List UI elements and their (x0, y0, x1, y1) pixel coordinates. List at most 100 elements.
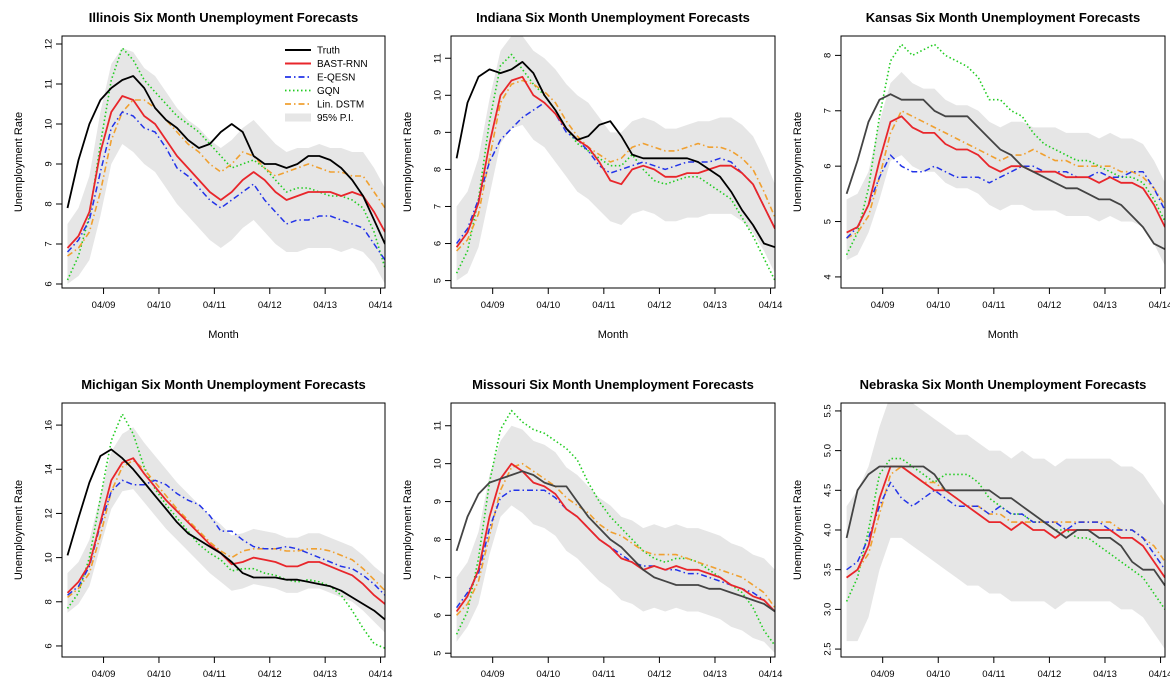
y-tick-label: 4 (823, 274, 834, 279)
x-tick-label: 04/11 (592, 669, 615, 680)
y-axis-label: Unemployment Rate (402, 112, 414, 212)
series-truth-line (455, 61, 775, 249)
plot-frame (840, 35, 1166, 289)
legend-label: BAST-RNN (317, 59, 368, 70)
x-tick-label: 04/13 (1093, 669, 1117, 680)
panel-4: Missouri Six Month Unemployment Forecast… (402, 377, 782, 680)
y-tick-label: 7 (44, 241, 55, 246)
pi-band (846, 403, 1165, 650)
y-tick-label: 16 (44, 420, 55, 431)
legend-label: E-QESN (317, 73, 355, 84)
series-truth-line (66, 448, 385, 621)
y-tick-label: 8 (433, 537, 444, 542)
y-tick-label: 3.0 (823, 603, 834, 616)
plot-frame (450, 35, 776, 289)
x-tick-label: 04/14 (1149, 669, 1170, 680)
x-tick-label: 04/10 (926, 669, 950, 680)
y-tick-label: 6 (44, 281, 55, 286)
plot-area (845, 43, 1165, 266)
y-tick-label: 11 (433, 421, 444, 431)
plot-area (66, 413, 385, 649)
x-tick-label: 04/09 (92, 669, 116, 680)
series-truth-line (845, 465, 1165, 587)
series-bast-rnn-line (455, 75, 775, 248)
panel-2: Kansas Six Month Unemployment Forecasts 0… (792, 10, 1170, 341)
x-tick-label: 04/12 (258, 300, 282, 311)
panel-title: Nebraska Six Month Unemployment Forecast… (860, 377, 1147, 392)
y-tick-label: 10 (433, 458, 444, 469)
x-tick-label: 04/11 (592, 300, 615, 311)
x-tick-label: 04/13 (1093, 300, 1117, 311)
series-gqn-line (845, 43, 1165, 256)
x-tick-label: 04/12 (648, 300, 672, 311)
y-tick-label: 6 (44, 643, 55, 648)
y-tick-label: 7 (433, 204, 444, 209)
y-tick-label: 8 (44, 201, 55, 206)
x-tick-label: 04/11 (982, 669, 1005, 680)
x-tick-label: 04/11 (203, 669, 226, 680)
y-tick-label: 10 (433, 90, 444, 101)
series-gqn-line (66, 47, 385, 281)
y-tick-label: 11 (44, 79, 55, 89)
series-bast-rnn-line (846, 115, 1165, 234)
y-tick-label: 11 (433, 53, 444, 63)
x-tick-label: 04/12 (1038, 300, 1062, 311)
plot-frame (450, 402, 776, 658)
pi-band (456, 425, 775, 654)
series-gqn-line (845, 457, 1165, 610)
y-tick-label: 5.5 (823, 404, 834, 417)
series-lin-dstm-line (846, 465, 1165, 579)
panel-title: Illinois Six Month Unemployment Forecast… (89, 10, 358, 25)
legend: Truth BAST-RNN E-QESN GQN Lin. DSTM 95% P.I. (285, 46, 368, 124)
y-tick-label: 8 (44, 599, 55, 604)
y-tick-label: 4.5 (823, 484, 834, 497)
y-axis-label: Unemployment Rate (402, 480, 414, 580)
x-tick-label: 04/14 (369, 300, 393, 311)
x-tick-label: 04/10 (536, 300, 560, 311)
plot-area (455, 36, 775, 281)
y-tick-label: 5 (823, 219, 834, 224)
panel-3: Michigan Six Month Unemployment Forecast… (13, 377, 392, 680)
y-axis-label: Unemployment Rate (792, 112, 804, 212)
x-axis-label: Month (988, 329, 1019, 341)
y-tick-label: 6 (433, 613, 444, 618)
x-tick-label: 04/11 (203, 300, 226, 311)
x-tick-label: 04/09 (92, 300, 116, 311)
y-tick-label: 5.0 (823, 444, 834, 457)
x-tick-label: 04/12 (258, 669, 282, 680)
series-truth-line (845, 93, 1165, 251)
panel-title: Kansas Six Month Unemployment Forecasts (866, 10, 1141, 25)
legend-label: Lin. DSTM (317, 100, 364, 111)
y-tick-label: 6 (433, 241, 444, 246)
y-tick-label: 2.5 (823, 642, 834, 655)
y-tick-label: 7 (433, 575, 444, 580)
plot-frame (61, 35, 386, 289)
y-tick-label: 3.5 (823, 563, 834, 576)
y-tick-label: 5 (433, 278, 444, 283)
legend-label: GQN (317, 86, 340, 97)
x-tick-label: 04/09 (871, 300, 895, 311)
x-tick-label: 04/13 (703, 300, 727, 311)
legend-label: 95% P.I. (317, 113, 354, 124)
series-lin-dstm-line (66, 459, 385, 599)
x-tick-label: 04/14 (1149, 300, 1170, 311)
y-tick-label: 12 (44, 39, 55, 50)
series-truth-line (455, 470, 775, 613)
series-gqn-line (455, 53, 775, 281)
y-tick-label: 8 (823, 53, 834, 58)
plot-area (455, 409, 775, 654)
series-e-qesn-line (455, 101, 775, 244)
x-tick-label: 04/10 (536, 669, 560, 680)
y-tick-label: 5 (433, 651, 444, 656)
panel-5: Nebraska Six Month Unemployment Forecast… (792, 377, 1170, 680)
series-e-qesn-line (66, 111, 385, 261)
plot-area (845, 403, 1165, 650)
x-tick-label: 04/13 (313, 669, 337, 680)
y-axis-label: Unemployment Rate (792, 480, 804, 580)
x-tick-label: 04/09 (481, 300, 505, 311)
y-axis-label: Unemployment Rate (13, 112, 25, 212)
x-tick-label: 04/10 (147, 669, 171, 680)
series-lin-dstm-line (456, 79, 775, 252)
plot-frame (61, 402, 386, 658)
